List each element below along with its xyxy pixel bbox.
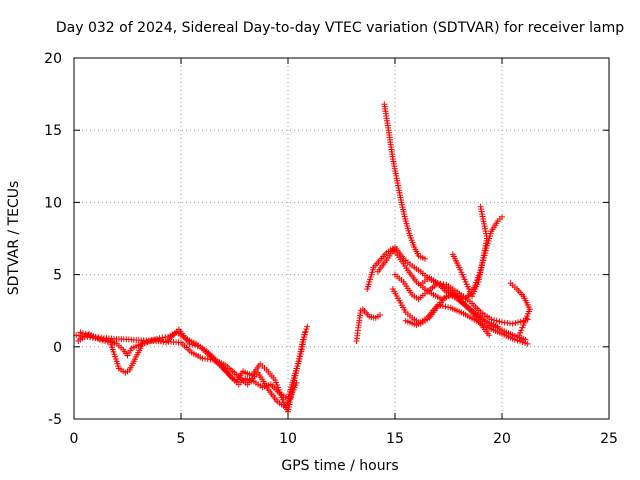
series-track-j bbox=[449, 203, 491, 300]
data-point bbox=[439, 303, 446, 310]
data-point bbox=[437, 302, 444, 309]
data-point bbox=[515, 319, 522, 326]
data-point bbox=[82, 331, 89, 338]
data-point bbox=[102, 338, 109, 345]
data-point bbox=[514, 337, 521, 344]
series-track-c bbox=[77, 329, 300, 411]
y-tick-label: 10 bbox=[44, 195, 62, 211]
series-track-k bbox=[402, 301, 531, 347]
y-tick-label: 20 bbox=[44, 51, 62, 67]
data-point bbox=[79, 330, 86, 337]
data-point bbox=[377, 312, 384, 319]
data-point bbox=[139, 340, 146, 347]
data-point bbox=[142, 340, 149, 347]
x-tick-label: 20 bbox=[493, 431, 511, 447]
data-point bbox=[421, 255, 428, 262]
data-point bbox=[516, 338, 523, 345]
data-point bbox=[524, 340, 531, 347]
data-point bbox=[301, 331, 308, 338]
data-point bbox=[104, 338, 111, 345]
plot-frame bbox=[73, 57, 610, 420]
data-point bbox=[451, 293, 458, 300]
data-point bbox=[519, 339, 526, 346]
data-point bbox=[194, 343, 201, 350]
data-point bbox=[518, 327, 525, 334]
data-point bbox=[299, 336, 306, 343]
data-point bbox=[519, 324, 526, 331]
data-point bbox=[477, 203, 484, 210]
data-point bbox=[302, 328, 309, 335]
x-tick-labels: 0 5 10 15 20 25 bbox=[70, 431, 618, 447]
y-tick-label: 0 bbox=[53, 340, 62, 356]
data-point bbox=[87, 332, 94, 339]
x-tick-label: 15 bbox=[386, 431, 404, 447]
x-tick-label: 5 bbox=[177, 431, 186, 447]
data-point bbox=[459, 295, 466, 302]
data-point bbox=[511, 336, 518, 343]
data-point bbox=[494, 323, 501, 330]
data-point bbox=[509, 320, 516, 327]
x-tick-label: 10 bbox=[279, 431, 297, 447]
data-point bbox=[304, 323, 311, 330]
data-point bbox=[300, 333, 307, 340]
data-point bbox=[490, 317, 497, 324]
data-point bbox=[293, 379, 300, 386]
data-point bbox=[303, 326, 310, 333]
data-point bbox=[434, 301, 441, 308]
y-axis-title: SDTVAR / TECUs bbox=[6, 181, 22, 296]
data-point bbox=[186, 340, 193, 347]
data-point bbox=[499, 213, 505, 220]
data-point bbox=[442, 303, 449, 310]
grid bbox=[74, 58, 609, 419]
x-tick-label: 0 bbox=[70, 431, 79, 447]
data-point bbox=[517, 318, 524, 325]
data-point bbox=[191, 342, 198, 349]
data-point bbox=[516, 332, 523, 339]
x-tick-label: 25 bbox=[600, 431, 618, 447]
series-track-d bbox=[353, 306, 384, 345]
series-track-l bbox=[507, 280, 533, 339]
data-point bbox=[85, 331, 92, 338]
y-tick-label: 5 bbox=[53, 268, 62, 284]
data-point bbox=[77, 329, 84, 336]
data-series bbox=[73, 101, 533, 415]
data-point bbox=[493, 317, 500, 324]
series-track-h bbox=[381, 101, 428, 262]
data-point bbox=[522, 340, 529, 347]
data-point bbox=[520, 322, 527, 329]
axis-ticks bbox=[73, 57, 610, 420]
data-point bbox=[496, 318, 503, 325]
data-point bbox=[445, 304, 452, 311]
data-point bbox=[486, 332, 493, 339]
data-point bbox=[457, 294, 464, 301]
data-point bbox=[454, 293, 461, 300]
y-tick-label: -5 bbox=[48, 412, 62, 428]
chart-title: Day 032 of 2024, Sidereal Day-to-day VTE… bbox=[56, 20, 624, 36]
data-point bbox=[189, 341, 196, 348]
data-point bbox=[512, 319, 519, 326]
y-tick-labels: -5 0 5 10 15 20 bbox=[44, 51, 62, 428]
data-point bbox=[517, 329, 524, 336]
y-tick-label: 15 bbox=[44, 123, 62, 139]
x-axis-title: GPS time / hours bbox=[281, 458, 398, 474]
